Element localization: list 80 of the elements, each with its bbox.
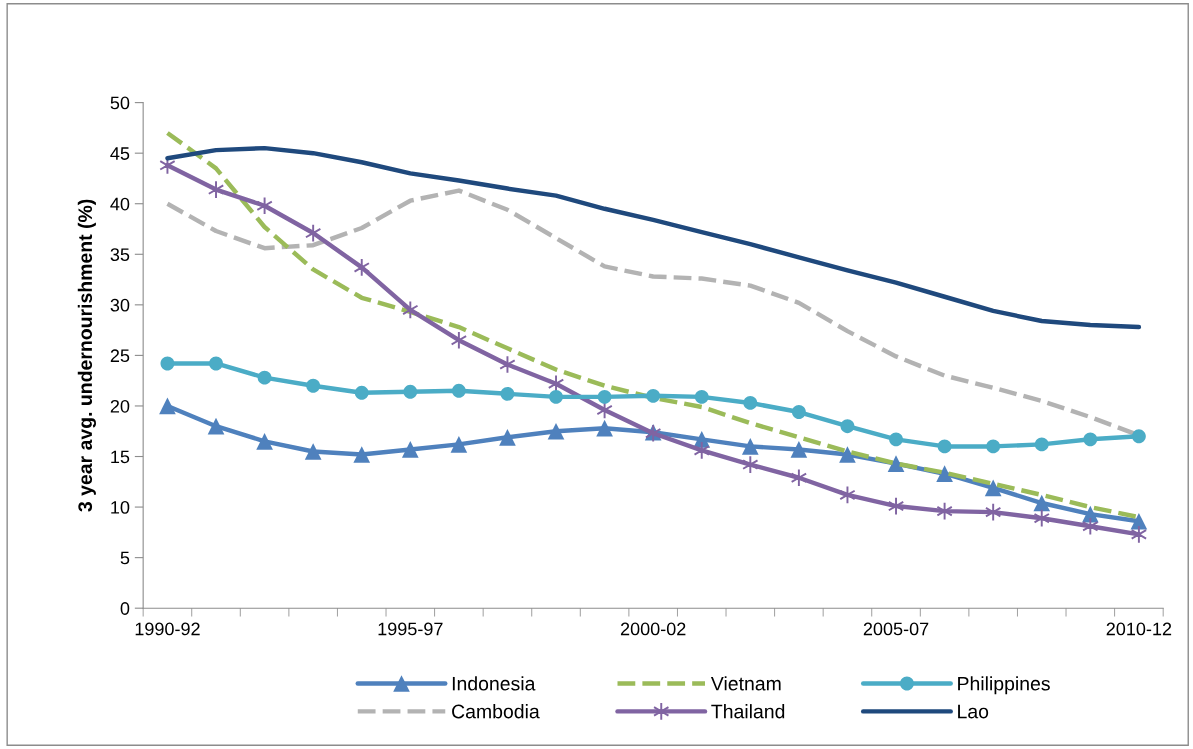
point: [693, 441, 710, 460]
point: [1033, 508, 1050, 528]
legend-label: Indonesia: [452, 676, 536, 691]
point: [986, 439, 1001, 454]
point: [159, 397, 176, 415]
y-tick-label: 40: [110, 197, 130, 211]
point: [743, 395, 758, 410]
point: [499, 355, 516, 374]
point: [742, 455, 759, 474]
y-tick-label: 30: [110, 298, 130, 312]
point: [499, 428, 516, 446]
point: [450, 436, 468, 453]
point: [937, 439, 952, 454]
point: [741, 438, 759, 455]
legend-label: Lao: [958, 704, 989, 719]
point: [1130, 512, 1148, 530]
point: [451, 383, 466, 398]
point: [887, 496, 905, 516]
point: [353, 258, 370, 277]
point: [209, 356, 223, 371]
point: [596, 419, 613, 437]
point: [839, 446, 856, 463]
x-tick-label: 1995-97: [378, 622, 443, 636]
point: [401, 441, 419, 458]
point: [839, 485, 856, 505]
point: [1033, 494, 1051, 512]
point: [160, 356, 175, 371]
point: [984, 502, 1002, 522]
legend-label: Cambodia: [452, 704, 540, 719]
point: [791, 405, 806, 419]
point: [840, 419, 855, 434]
point: [353, 446, 371, 463]
y-tick-label: 15: [111, 450, 130, 464]
point: [597, 389, 612, 404]
y-tick-label: 10: [111, 501, 130, 514]
point: [500, 386, 515, 401]
point: [402, 300, 419, 320]
point: [547, 422, 565, 440]
point: [1131, 429, 1146, 444]
y-tick-label: 35: [110, 248, 130, 262]
point: [1082, 516, 1099, 536]
point: [889, 432, 903, 447]
point: [646, 388, 661, 403]
x-tick-label: 2005-07: [863, 622, 929, 636]
point: [207, 180, 225, 199]
point: [984, 479, 1002, 497]
point: [257, 370, 272, 385]
y-tick-label: 50: [110, 96, 130, 110]
point: [1130, 525, 1148, 544]
point: [936, 501, 953, 521]
point: [936, 465, 953, 483]
y-tick-label: 25: [110, 349, 130, 363]
y-tick-label: 20: [110, 399, 130, 413]
point: [790, 441, 808, 458]
x-tick-label: 2010-12: [1106, 622, 1172, 636]
point: [304, 443, 322, 460]
y-tick-label: 45: [110, 147, 130, 160]
point: [306, 378, 321, 393]
point: [1034, 437, 1049, 452]
x-tick-label: 1990-92: [135, 622, 200, 636]
point: [403, 384, 418, 399]
point: [790, 468, 808, 488]
y-tick-label: 5: [120, 551, 130, 565]
x-tick-label: 2000-02: [620, 622, 686, 636]
point: [304, 223, 322, 243]
point: [207, 417, 225, 435]
point: [1081, 505, 1099, 523]
legend-label: Philippines: [958, 676, 1050, 695]
y-axis-title: 3 year avg. undernourishment (%): [77, 199, 96, 512]
legend-label: Vietnam: [710, 676, 781, 691]
point: [694, 389, 709, 404]
point: [256, 196, 273, 216]
legend-label: Thailand: [711, 704, 785, 719]
point: [1083, 432, 1098, 447]
point: [549, 389, 563, 404]
point: [354, 385, 369, 400]
point: [256, 433, 273, 450]
point: [887, 455, 905, 472]
point: [450, 330, 468, 350]
y-tick-label: 0: [120, 602, 130, 615]
